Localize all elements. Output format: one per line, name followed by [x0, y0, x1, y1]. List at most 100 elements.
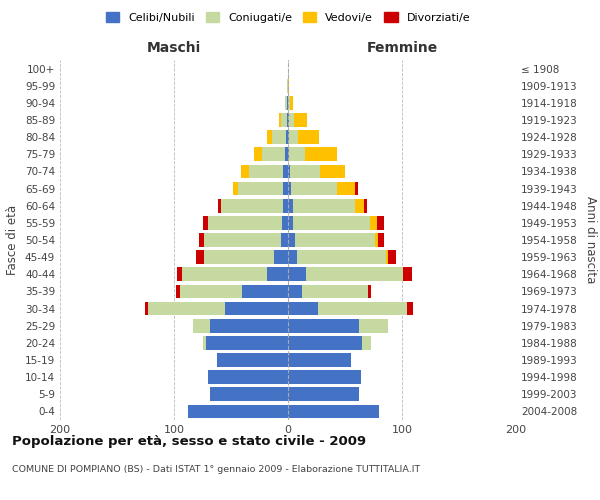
Bar [283, 216, 288, 230]
Bar [288, 319, 359, 332]
Bar [208, 216, 283, 230]
Bar [288, 164, 290, 178]
Bar [238, 182, 283, 196]
Bar [284, 96, 287, 110]
Y-axis label: Anni di nascita: Anni di nascita [584, 196, 597, 284]
Bar [217, 353, 288, 367]
Bar [302, 284, 368, 298]
Bar [283, 182, 288, 196]
Bar [377, 216, 384, 230]
Bar [178, 268, 182, 281]
Bar [254, 148, 262, 161]
Bar [281, 113, 287, 127]
Bar [317, 302, 407, 316]
Bar [211, 388, 288, 401]
Bar [359, 319, 388, 332]
Text: Femmine: Femmine [367, 41, 437, 55]
Bar [288, 336, 362, 349]
Bar [290, 164, 320, 178]
Bar [374, 233, 378, 247]
Bar [208, 370, 288, 384]
Bar [218, 199, 221, 212]
Text: COMUNE DI POMPIANO (BS) - Dati ISTAT 1° gennaio 2009 - Elaborazione TUTTITALIA.I: COMUNE DI POMPIANO (BS) - Dati ISTAT 1° … [12, 465, 420, 474]
Bar [288, 370, 361, 384]
Bar [288, 353, 350, 367]
Bar [294, 113, 307, 127]
Bar [288, 113, 289, 127]
Bar [368, 284, 371, 298]
Bar [289, 113, 294, 127]
Bar [241, 164, 249, 178]
Legend: Celibi/Nubili, Coniugati/e, Vedovi/e, Divorziati/e: Celibi/Nubili, Coniugati/e, Vedovi/e, Di… [101, 8, 475, 28]
Bar [288, 284, 302, 298]
Bar [287, 96, 288, 110]
Bar [288, 216, 293, 230]
Bar [295, 233, 374, 247]
Y-axis label: Fasce di età: Fasce di età [7, 205, 19, 275]
Text: Popolazione per età, sesso e stato civile - 2009: Popolazione per età, sesso e stato civil… [12, 435, 366, 448]
Bar [407, 302, 413, 316]
Bar [203, 336, 206, 349]
Bar [403, 268, 412, 281]
Bar [289, 130, 298, 144]
Text: Maschi: Maschi [147, 41, 201, 55]
Bar [262, 148, 284, 161]
Bar [388, 250, 397, 264]
Bar [305, 148, 337, 161]
Bar [364, 199, 367, 212]
Bar [355, 182, 358, 196]
Bar [233, 182, 238, 196]
Bar [292, 182, 337, 196]
Bar [203, 250, 274, 264]
Bar [249, 164, 283, 178]
Bar [272, 130, 286, 144]
Bar [199, 233, 203, 247]
Bar [288, 148, 289, 161]
Bar [182, 268, 268, 281]
Bar [211, 319, 288, 332]
Bar [288, 404, 379, 418]
Bar [283, 199, 288, 212]
Bar [203, 216, 208, 230]
Bar [288, 130, 289, 144]
Bar [290, 96, 293, 110]
Bar [268, 268, 288, 281]
Bar [288, 302, 317, 316]
Bar [268, 130, 272, 144]
Bar [176, 284, 180, 298]
Bar [288, 250, 297, 264]
Bar [288, 268, 306, 281]
Bar [288, 79, 289, 92]
Bar [279, 113, 281, 127]
Bar [288, 233, 295, 247]
Bar [179, 284, 242, 298]
Bar [206, 336, 288, 349]
Bar [289, 148, 305, 161]
Bar [297, 250, 386, 264]
Bar [293, 199, 355, 212]
Bar [288, 388, 359, 401]
Bar [306, 268, 403, 281]
Bar [355, 199, 364, 212]
Bar [281, 233, 288, 247]
Bar [362, 336, 371, 349]
Bar [196, 250, 203, 264]
Bar [370, 216, 377, 230]
Bar [148, 302, 226, 316]
Bar [242, 284, 288, 298]
Bar [287, 113, 288, 127]
Bar [286, 130, 288, 144]
Bar [386, 250, 388, 264]
Bar [283, 164, 288, 178]
Bar [193, 319, 211, 332]
Bar [145, 302, 148, 316]
Bar [337, 182, 355, 196]
Bar [288, 182, 292, 196]
Bar [226, 302, 288, 316]
Bar [320, 164, 345, 178]
Bar [274, 250, 288, 264]
Bar [287, 79, 288, 92]
Bar [203, 233, 281, 247]
Bar [293, 216, 370, 230]
Bar [378, 233, 384, 247]
